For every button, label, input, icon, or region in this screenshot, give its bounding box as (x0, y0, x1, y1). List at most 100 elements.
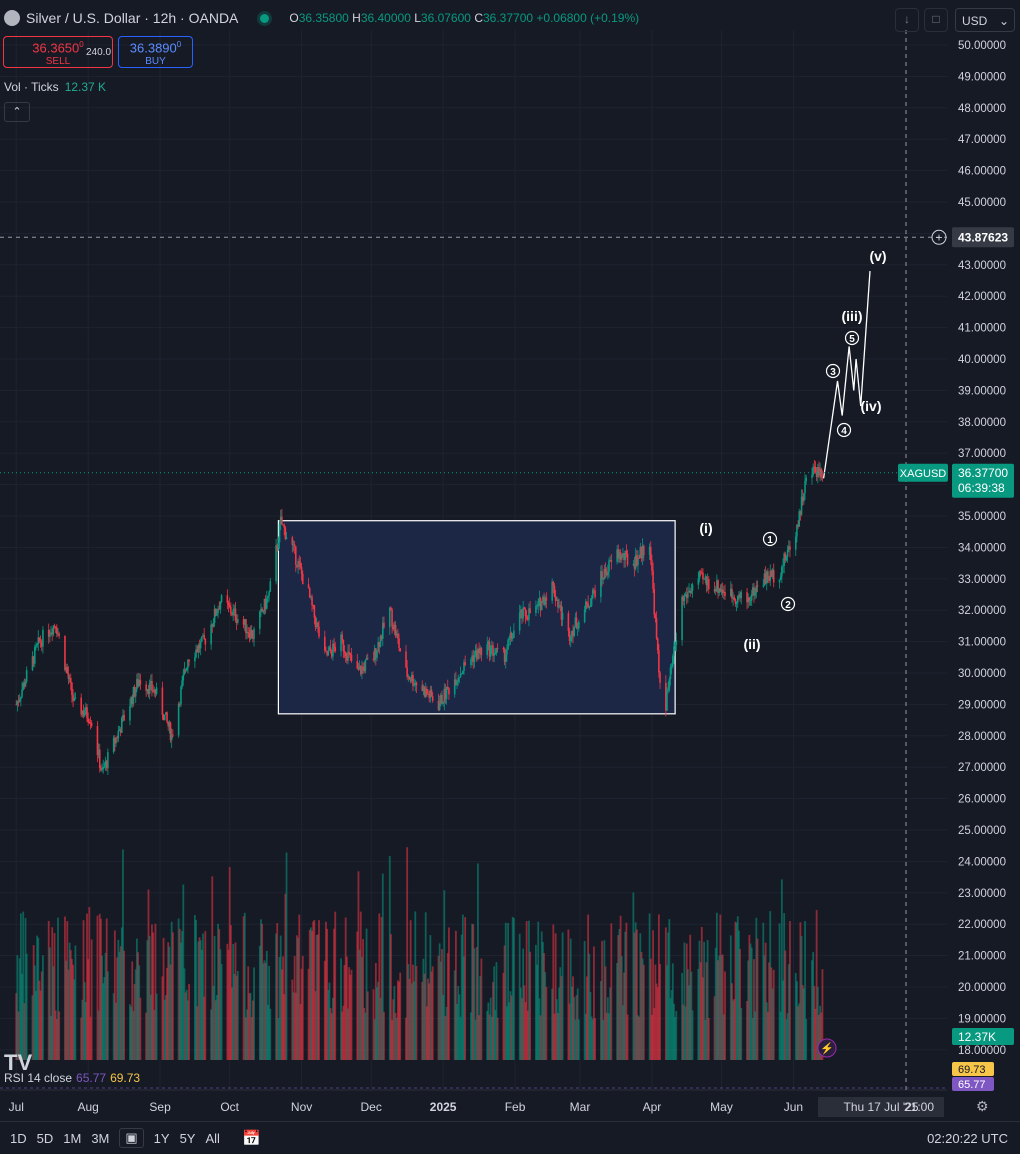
date-range-calendar-icon[interactable]: 📅 (241, 1130, 261, 1147)
rsi-legend[interactable]: RSI 14 close 65.77 69.73 (4, 1071, 141, 1085)
volume-bar (577, 1019, 580, 1060)
candle-body (22, 682, 24, 690)
candle-body (382, 622, 384, 639)
settings-gear-icon[interactable]: ⚙ (976, 1098, 989, 1114)
candle-body (285, 537, 288, 540)
candle-body (540, 601, 543, 611)
candle-body (167, 721, 169, 727)
candle-body (437, 700, 440, 710)
candle-body (574, 617, 577, 628)
volume-bar (394, 1012, 397, 1060)
timeframe-all[interactable]: All (205, 1130, 220, 1146)
fullscreen-icon[interactable]: □ (924, 8, 948, 32)
volume-bar (50, 1015, 52, 1060)
utc-clock[interactable]: 02:20:22 UTC (927, 1131, 1008, 1146)
candle-body (375, 648, 377, 658)
y-tick-label: 46.00000 (958, 166, 1006, 178)
candle-body (133, 687, 136, 697)
x-tick-label: Mar (570, 1100, 591, 1114)
candle-body (266, 598, 268, 609)
timeframe-5d[interactable]: 5D (36, 1130, 54, 1146)
download-icon[interactable]: ↓ (895, 8, 919, 32)
volume-bar (431, 966, 434, 1060)
candle-body (56, 628, 58, 635)
add-alert-icon (931, 229, 947, 245)
volume-bar (25, 953, 28, 1060)
currency-select[interactable]: USD ⌄ (955, 8, 1015, 32)
candle-body (198, 644, 201, 649)
candle-body (440, 694, 442, 704)
volume-bar (16, 955, 19, 1060)
candle-body (83, 714, 86, 716)
candle-body (685, 594, 688, 598)
timeframe-1y[interactable]: 1Y (153, 1130, 170, 1146)
candle-body (268, 591, 270, 596)
candle-body (638, 557, 640, 559)
candle-body (551, 581, 553, 601)
volume-bar (722, 1014, 725, 1060)
candle-body (249, 629, 252, 639)
buy-button[interactable]: 36.38900 BUY (118, 36, 193, 68)
volume-bar (69, 950, 72, 1060)
volume-bar (681, 972, 683, 1060)
wave-projection-line (822, 271, 871, 479)
chevron-up-icon[interactable]: ⌃ (4, 102, 30, 122)
volume-bar (58, 1011, 61, 1060)
candle-body (445, 686, 448, 700)
volume-bar (762, 922, 765, 1060)
candle-body (785, 556, 788, 561)
volume-bar (415, 966, 418, 1060)
sell-button[interactable]: 36.36500 SELL (3, 36, 113, 68)
volume-bar (704, 1019, 707, 1060)
candle-body (703, 578, 705, 580)
volume-bar (342, 1005, 345, 1060)
volume-bar (682, 1004, 685, 1060)
image-icon[interactable]: ▣ (119, 1128, 144, 1148)
volume-bar (396, 980, 399, 1060)
volume-bar (168, 946, 171, 1060)
candle-body (762, 585, 765, 587)
candle-body (40, 641, 43, 647)
timeframe-5y[interactable]: 5Y (179, 1130, 196, 1146)
volume-bar (198, 937, 201, 1060)
candle-body (267, 595, 269, 599)
volume-bar (721, 954, 724, 1060)
candle-body (429, 689, 432, 698)
volume-bar (345, 956, 348, 1060)
volume-bar (448, 927, 450, 1060)
candle-body (821, 477, 824, 479)
volume-bar (575, 995, 578, 1060)
crosshair-time: 21:00 (904, 1100, 935, 1114)
volume-legend[interactable]: Vol · Ticks 12.37 K (4, 80, 107, 94)
timeframe-1m[interactable]: 1M (63, 1130, 82, 1146)
volume-bar (146, 940, 149, 1060)
candle-body (572, 630, 574, 636)
wave-circle-icon (844, 330, 860, 346)
candle-body (51, 632, 53, 635)
candle-body (442, 702, 444, 704)
candle-body (73, 698, 76, 702)
candle-body (391, 609, 393, 627)
symbol-legend[interactable]: Silver / U.S. Dollar · 12h · OANDA O36.3… (4, 10, 639, 26)
volume-bar (691, 1010, 694, 1060)
candle-body (684, 594, 687, 597)
candle-body (583, 609, 586, 622)
volume-bar (357, 871, 360, 1060)
candle-body (82, 710, 85, 716)
candle-body (80, 697, 82, 715)
timeframe-3m[interactable]: 3M (91, 1130, 110, 1146)
candle-body (589, 605, 592, 608)
y-tick-label: 29.00000 (958, 699, 1006, 711)
timeframe-1d[interactable]: 1D (10, 1130, 27, 1146)
candle-body (115, 737, 117, 744)
volume-bar (444, 1016, 447, 1060)
candle-body (180, 686, 182, 705)
volume-bar (706, 940, 709, 1060)
candle-body (177, 703, 180, 736)
candle-body (310, 596, 312, 598)
candle-body (814, 467, 817, 473)
volume-bar (296, 935, 298, 1060)
volume-bar (347, 1008, 349, 1060)
volume-bar (460, 934, 463, 1060)
